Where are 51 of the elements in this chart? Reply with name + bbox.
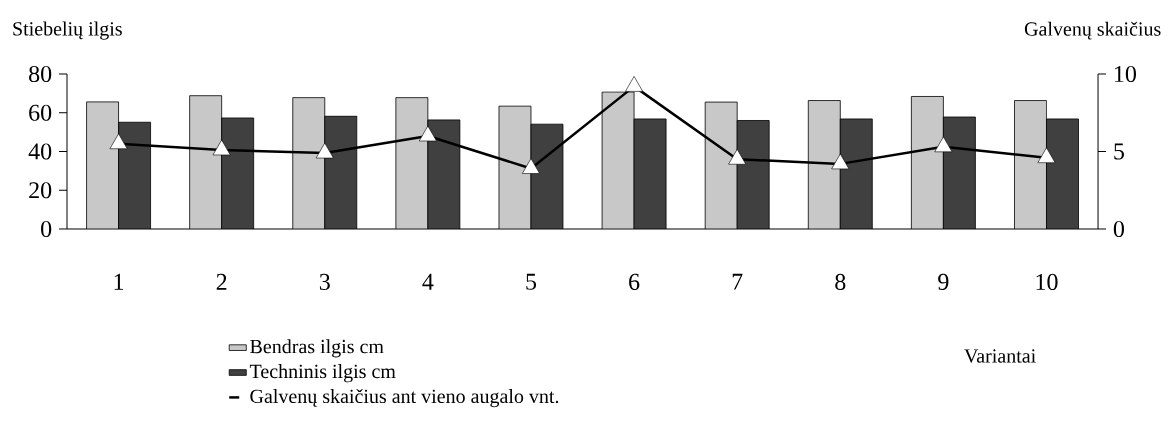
point [212,139,231,156]
point [109,133,128,150]
x-tick-label: 7 [732,273,743,290]
bar [292,97,325,229]
y2-tick-label: 10 [1115,65,1136,83]
x-tick-label: 4 [422,273,434,290]
bar [943,117,976,229]
y-axis-title: Stiebelių ilgis [13,21,122,40]
y-tick-label: 40 [28,143,52,160]
bar [840,118,873,229]
y2-tick-label: 0 [1113,220,1124,238]
x-axis-title: Variantai [964,349,1036,363]
legend-label: Techninis ilgis cm [249,364,396,383]
point [418,125,437,142]
x-tick-label: 10 [1036,273,1058,291]
bar [221,117,254,229]
point [934,136,953,153]
bar [705,102,738,229]
bar [1046,118,1079,229]
y2-axis-title: Galvenų skaičius [1024,21,1161,40]
bar [118,122,151,229]
y-tick-label: 20 [29,182,52,199]
x-tick-label: 1 [114,273,124,290]
bar [189,95,222,229]
point [522,158,540,174]
bar [634,118,667,229]
point [831,153,850,170]
legend-label: Bendras ilgis cm [250,339,384,358]
point [625,76,644,92]
x-tick-label: 2 [216,273,227,290]
y-tick-label: 60 [29,104,52,121]
bar [737,120,770,229]
bar [1014,100,1047,229]
bar [602,92,635,229]
point [315,142,334,159]
x-tick-label: 5 [526,273,537,290]
y-tick-label: 0 [41,220,52,238]
bar [911,96,944,229]
bar [395,97,428,229]
y2-tick-label: 5 [1114,143,1124,160]
bar [808,100,841,229]
bar [86,101,119,229]
legend-label: Galvenų skaičius ant vieno augalo vnt. [250,388,559,408]
x-tick-label: 6 [629,273,640,290]
x-tick-label: 3 [319,273,330,290]
x-tick-label: 9 [938,273,949,290]
x-tick-label: 8 [835,273,846,291]
y-tick-label: 80 [29,65,52,83]
bar [324,116,357,229]
point [1037,147,1056,163]
point [728,148,747,165]
